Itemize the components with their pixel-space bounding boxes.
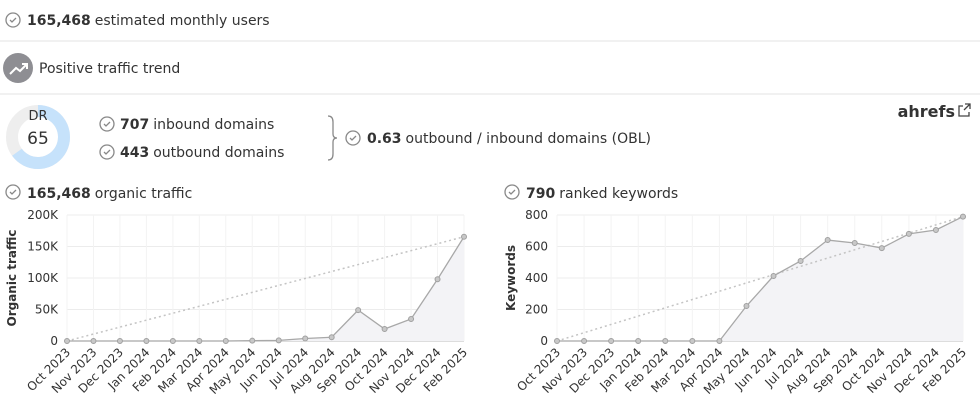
trend-line (66, 236, 465, 342)
users-line: 165,468 estimated monthly users (27, 13, 270, 29)
point (905, 230, 912, 237)
external-link-icon[interactable] (958, 103, 971, 117)
check-mark (9, 17, 17, 23)
outbound-label: outbound domains (153, 145, 284, 161)
point (878, 245, 885, 252)
point (381, 326, 388, 333)
check-mark (349, 135, 357, 141)
y-tick-label: 50K (35, 303, 59, 317)
check-icon (504, 184, 520, 200)
point (554, 338, 560, 344)
inbound-label: inbound domains (153, 117, 274, 133)
y-tick-label: 400 (525, 271, 548, 285)
panel-value: 790 (526, 186, 555, 202)
point (116, 338, 123, 344)
y-tick-label: 600 (525, 240, 548, 254)
point (275, 337, 282, 344)
inbound-line: 707 inbound domains (120, 117, 274, 133)
check-icon (5, 12, 21, 28)
point (851, 240, 858, 247)
point (461, 233, 467, 240)
point (249, 337, 256, 344)
check-mark (9, 189, 17, 195)
y-tick-label: 100K (27, 271, 59, 285)
panel-value: 165,468 (27, 186, 91, 202)
outbound-line: 443 outbound domains (120, 145, 284, 161)
point (196, 338, 203, 344)
trend-arrow (9, 63, 28, 75)
inbound-value: 707 (120, 117, 149, 133)
y-tick-label: 200K (27, 208, 59, 222)
point (770, 272, 777, 279)
check-mark (103, 121, 111, 127)
check-mark (103, 149, 111, 155)
area-fill (557, 216, 963, 341)
y-axis-label: Keywords (504, 245, 518, 311)
point (64, 338, 70, 344)
y-tick-label: 200 (525, 303, 548, 317)
obl-line: 0.63 outbound / inbound domains (OBL) (367, 131, 651, 147)
obl-label: outbound / inbound domains (OBL) (406, 131, 651, 147)
dr-arc (12, 105, 70, 169)
point (635, 338, 642, 344)
y-tick-label: 150K (27, 240, 59, 254)
check-icon (5, 184, 21, 200)
trend-line (556, 215, 964, 342)
point (222, 338, 229, 344)
panel-heading: 165,468 organic traffic (27, 186, 192, 202)
point (90, 338, 97, 344)
y-tick-label: 800 (525, 208, 548, 222)
panel-heading: 790 ranked keywords (526, 186, 678, 202)
point (328, 334, 335, 341)
point (960, 213, 966, 220)
point (662, 338, 669, 344)
check-icon (345, 130, 361, 146)
check-icon (99, 144, 115, 160)
check-icon (99, 116, 115, 132)
users-value: 165,468 (27, 13, 91, 29)
point (608, 338, 615, 344)
point (689, 338, 696, 344)
panel-label: organic traffic (95, 186, 193, 202)
dr-value: 65 (27, 129, 49, 149)
point (355, 307, 362, 314)
point (434, 276, 441, 283)
outbound-value: 443 (120, 145, 149, 161)
trend-label: Positive traffic trend (39, 61, 180, 77)
point (408, 315, 415, 322)
point (581, 338, 588, 344)
point (302, 335, 309, 342)
line (67, 236, 465, 342)
point (824, 237, 831, 244)
point (743, 303, 750, 310)
point (143, 338, 150, 344)
brand-logo[interactable]: ahrefs (898, 102, 955, 121)
trend-icon (3, 53, 33, 83)
y-axis-label: Organic traffic (5, 229, 19, 326)
check-mark (508, 189, 516, 195)
dr-label: DR (28, 109, 47, 124)
point (169, 338, 176, 344)
brace (327, 115, 338, 161)
panel-label: ranked keywords (559, 186, 678, 202)
line (557, 215, 964, 342)
y-tick-label: 0 (540, 334, 548, 348)
point (932, 226, 939, 233)
point (797, 257, 804, 264)
users-label: estimated monthly users (95, 13, 270, 29)
obl-value: 0.63 (367, 131, 402, 147)
y-tick-label: 0 (50, 334, 58, 348)
point (716, 338, 723, 344)
